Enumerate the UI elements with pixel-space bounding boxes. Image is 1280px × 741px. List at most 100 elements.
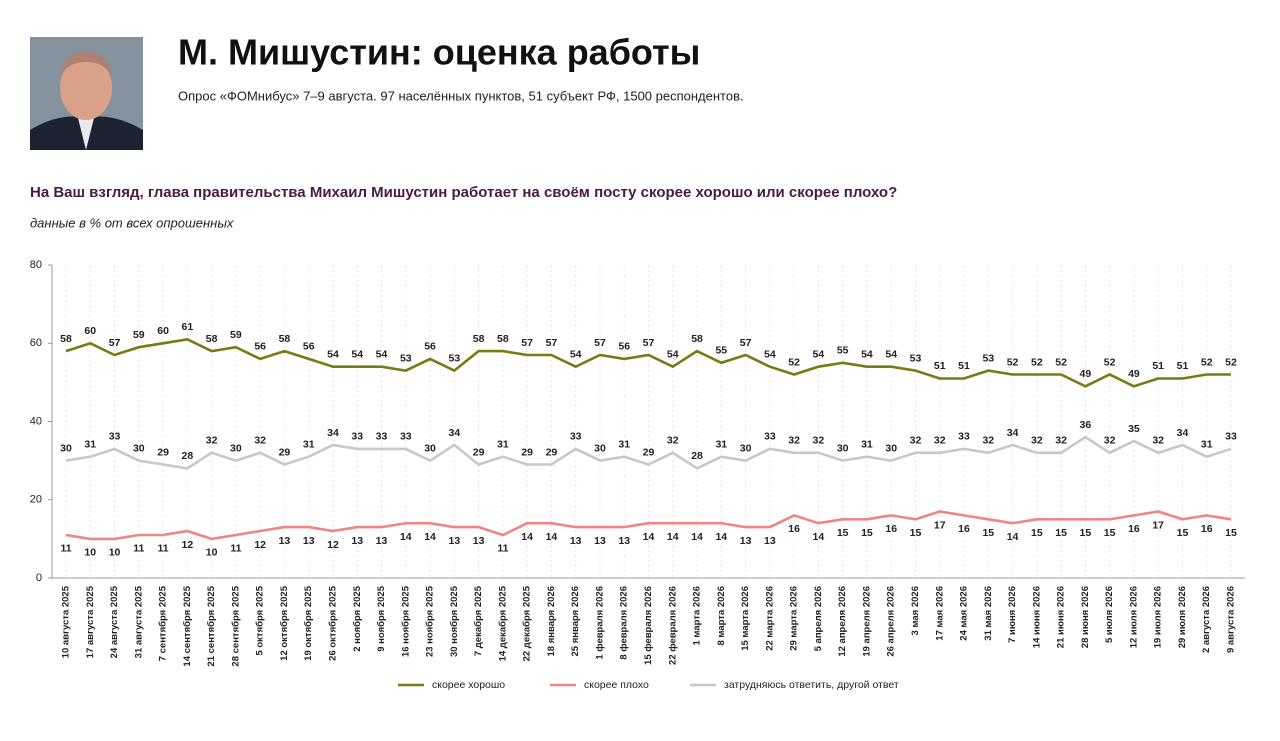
value-label: 33 xyxy=(1225,431,1237,443)
legend-label: скорее хорошо xyxy=(432,679,505,691)
value-label: 57 xyxy=(109,337,121,349)
value-label: 51 xyxy=(1177,360,1189,372)
value-label: 34 xyxy=(448,427,460,439)
value-label: 31 xyxy=(861,438,873,450)
value-label: 60 xyxy=(157,325,169,337)
x-tick-label: 8 марта 2026 xyxy=(716,586,727,646)
value-label: 17 xyxy=(934,519,946,531)
page-title: М. Мишустин: оценка работы xyxy=(178,32,700,73)
value-label: 16 xyxy=(788,523,800,535)
value-label: 30 xyxy=(837,442,849,454)
value-label: 15 xyxy=(982,527,994,539)
value-label: 33 xyxy=(109,431,121,443)
x-tick-label: 28 июня 2026 xyxy=(1080,586,1091,648)
series-line xyxy=(65,337,1231,388)
value-label: 16 xyxy=(1128,523,1140,535)
value-label: 32 xyxy=(934,435,946,447)
x-tick-label: 12 апреля 2026 xyxy=(837,586,848,657)
x-tick-label: 22 февраля 2026 xyxy=(667,586,678,665)
value-label: 13 xyxy=(764,535,776,547)
value-label: 28 xyxy=(182,450,194,462)
value-label: 31 xyxy=(84,438,96,450)
value-label: 32 xyxy=(254,435,266,447)
value-label: 58 xyxy=(473,333,485,345)
value-label: 13 xyxy=(594,535,606,547)
series-line xyxy=(65,510,1232,541)
value-label: 13 xyxy=(448,535,460,547)
x-tick-label: 2 ноября 2025 xyxy=(352,585,363,651)
y-tick-label: 80 xyxy=(30,259,42,271)
value-label: 11 xyxy=(497,543,508,555)
photo-shirt xyxy=(78,118,94,150)
value-label: 53 xyxy=(448,352,460,364)
y-tick-label: 60 xyxy=(30,337,42,349)
value-label: 15 xyxy=(1104,527,1116,539)
x-tick-label: 19 апреля 2026 xyxy=(861,586,872,657)
value-label: 29 xyxy=(643,446,655,458)
value-label: 14 xyxy=(813,531,825,543)
value-label: 52 xyxy=(1201,356,1213,368)
value-label: 30 xyxy=(424,442,436,454)
legend-label: скорее плохо xyxy=(584,679,649,691)
value-label: 13 xyxy=(618,535,630,547)
value-label: 55 xyxy=(837,345,849,357)
value-label: 51 xyxy=(958,360,970,372)
value-label: 15 xyxy=(910,527,922,539)
value-label: 30 xyxy=(594,442,606,454)
value-label: 51 xyxy=(1152,360,1164,372)
value-label: 34 xyxy=(327,427,339,439)
value-label: 14 xyxy=(546,531,558,543)
value-label: 14 xyxy=(400,531,412,543)
x-tick-label: 2 августа 2026 xyxy=(1201,586,1212,653)
x-tick-label: 16 ноября 2025 xyxy=(400,585,411,657)
value-label: 13 xyxy=(279,535,291,547)
value-label: 56 xyxy=(254,341,266,353)
value-label: 52 xyxy=(1055,356,1067,368)
y-tick-label: 40 xyxy=(30,415,42,427)
value-label: 31 xyxy=(1201,438,1213,450)
x-tick-label: 14 декабря 2025 xyxy=(497,585,508,661)
x-tick-label: 18 января 2026 xyxy=(546,586,557,656)
x-tick-label: 5 октября 2025 xyxy=(255,585,266,655)
value-label: 58 xyxy=(279,333,291,345)
x-tick-label: 15 марта 2026 xyxy=(740,586,751,651)
value-label: 52 xyxy=(1225,356,1237,368)
value-label: 54 xyxy=(570,349,582,361)
photo-head xyxy=(60,52,112,78)
value-label: 32 xyxy=(1031,435,1043,447)
value-label: 10 xyxy=(84,547,96,559)
value-label: 31 xyxy=(618,438,630,450)
x-tick-label: 26 октября 2025 xyxy=(327,585,338,661)
value-label: 15 xyxy=(837,527,849,539)
value-label: 13 xyxy=(351,535,363,547)
x-tick-label: 15 февраля 2026 xyxy=(643,586,654,665)
x-tick-label: 5 июля 2026 xyxy=(1104,586,1115,643)
value-label: 57 xyxy=(740,337,752,349)
value-label: 14 xyxy=(521,531,533,543)
page-subtitle: Опрос «ФОМнибус» 7–9 августа. 97 населён… xyxy=(178,88,744,103)
value-label: 30 xyxy=(740,442,752,454)
x-tick-label: 24 мая 2026 xyxy=(959,586,970,641)
x-tick-label: 25 января 2026 xyxy=(570,586,581,656)
value-label: 54 xyxy=(764,349,776,361)
value-label: 32 xyxy=(667,435,679,447)
value-label: 53 xyxy=(910,352,922,364)
value-label: 33 xyxy=(400,431,412,443)
value-label: 61 xyxy=(182,321,194,333)
value-label: 30 xyxy=(230,442,242,454)
value-label: 52 xyxy=(1104,356,1116,368)
x-tick-label: 24 августа 2025 xyxy=(109,585,120,658)
value-label: 53 xyxy=(400,352,412,364)
value-label: 11 xyxy=(158,543,169,555)
value-label: 32 xyxy=(910,435,922,447)
x-tick-label: 28 сентября 2025 xyxy=(230,585,241,666)
value-label: 33 xyxy=(958,431,970,443)
value-label: 33 xyxy=(570,431,582,443)
value-label: 58 xyxy=(691,333,703,345)
value-label: 29 xyxy=(546,446,558,458)
value-label: 54 xyxy=(351,349,363,361)
value-label: 34 xyxy=(1177,427,1189,439)
x-tick-label: 7 июня 2026 xyxy=(1007,586,1018,643)
x-tick-label: 19 июля 2026 xyxy=(1153,586,1164,648)
